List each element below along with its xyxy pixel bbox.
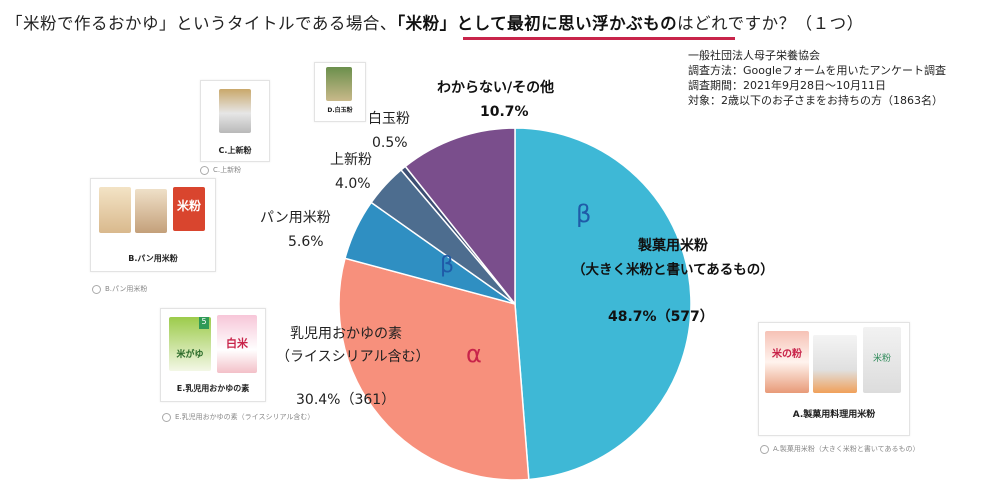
card-pan-komeko: 米粉 B.パン用米粉: [90, 178, 216, 272]
seika-package-3-label: 米粉: [872, 354, 891, 364]
joshinko-package-image: [219, 89, 251, 133]
pan-package-3-label: 米粉: [176, 199, 201, 213]
pan-package-3-image: [173, 187, 205, 231]
slice-label-pan: パン用米粉: [260, 210, 331, 226]
slice-label-okayu: 乳児用おかゆの素: [290, 326, 402, 342]
seika-package-2-image: [813, 335, 857, 393]
pie-slice-seika: [514, 127, 692, 481]
question-title: 「米粉で作るおかゆ」というタイトルである場合、「米粉」として最初に思い浮かぶもの…: [6, 10, 864, 34]
pie-slice-okayu: [338, 257, 530, 481]
slice-sublabel-seika: （大きく米粉と書いてあるもの）: [572, 261, 774, 278]
card-seika-komeko: 米の粉 米粉 A.製菓用料理用米粉: [758, 322, 910, 436]
source-method: 調査方法：Googleフォームを用いたアンケート調査: [688, 64, 947, 77]
pan-package-1-image: [99, 187, 131, 233]
slice-label-joshin: 上新粉: [330, 152, 372, 168]
radio-icon[interactable]: [162, 412, 171, 422]
slice-label-seika: 製菓用米粉: [637, 237, 708, 254]
card-shiratamako: D.白玉粉: [314, 62, 366, 122]
card-joshinko: C.上新粉: [200, 80, 270, 162]
radio-icon[interactable]: [760, 444, 769, 454]
slice-value-joshin: 4.0%: [335, 176, 371, 192]
seika-package-1-label: 米の粉: [772, 349, 802, 360]
slice-value-seika: 48.7%（577）: [608, 309, 714, 325]
survey-source: 一般社団法人母子栄養協会 調査方法：Googleフォームを用いたアンケート調査 …: [688, 48, 946, 108]
marker-beta-seika: β: [576, 200, 591, 228]
option-baby-okayu[interactable]: E.乳児用おかゆの素（ライスシリアル含む）: [162, 412, 314, 422]
okayu-package-2-label: 白米: [226, 337, 248, 350]
option-seika-komeko[interactable]: A.製菓用米粉（大きく米粉と書いてあるもの）: [760, 444, 919, 454]
question-highlight: 「米粉」として最初に思い浮かぶもの: [396, 14, 678, 33]
shiratamako-package-image: [326, 67, 352, 101]
slice-sublabel-okayu: （ライスシリアル含む）: [276, 349, 430, 365]
card-baby-okayu: 5 米がゆ 白米 E.乳児用おかゆの素: [160, 308, 266, 402]
highlight-underline: [463, 37, 735, 40]
okayu-badge: 5: [199, 317, 209, 329]
slice-value-other: 10.7%: [480, 104, 529, 120]
seika-package-3-image: [863, 327, 901, 393]
shiratamako-caption: D.白玉粉: [327, 107, 353, 114]
pan-package-2-image: [135, 189, 167, 233]
slice-label-shiratama: 白玉粉: [368, 111, 410, 127]
seika-package-1-image: [765, 331, 809, 393]
okayu-package-2-image: [217, 315, 257, 373]
option-joshinko[interactable]: C.上新粉: [200, 165, 241, 175]
radio-icon[interactable]: [92, 284, 101, 294]
pie-slices: [338, 127, 692, 481]
marker-alpha-okayu: α: [466, 340, 482, 368]
slice-value-pan: 5.6%: [288, 234, 324, 250]
marker-beta-pan: β: [440, 253, 454, 278]
radio-icon[interactable]: [200, 165, 209, 175]
option-pan-komeko[interactable]: B.パン用米粉: [92, 284, 147, 294]
question-prefix: 「米粉で作るおかゆ」というタイトルである場合、: [6, 14, 397, 33]
slice-label-other: わからない/その他: [437, 79, 554, 96]
source-period: 調査期間：2021年9月28日～10月11日: [688, 79, 886, 92]
okayu-package-1-label: 米がゆ: [176, 350, 204, 360]
pie-slice-other: [404, 127, 516, 307]
pan-komeko-caption: B.パン用米粉: [128, 254, 178, 263]
slice-value-shiratama: 0.5%: [372, 135, 408, 151]
slice-value-okayu: 30.4%（361）: [296, 392, 395, 408]
source-target: 対象：2歳以下のお子さまをお持ちの方（1863名）: [688, 94, 943, 107]
seika-komeko-caption: A.製菓用料理用米粉: [792, 410, 876, 420]
joshinko-caption: C.上新粉: [218, 146, 252, 155]
question-suffix: はどれですか？（１つ）: [677, 14, 864, 33]
source-org: 一般社団法人母子栄養協会: [688, 49, 820, 62]
baby-okayu-caption: E.乳児用おかゆの素: [176, 384, 250, 393]
